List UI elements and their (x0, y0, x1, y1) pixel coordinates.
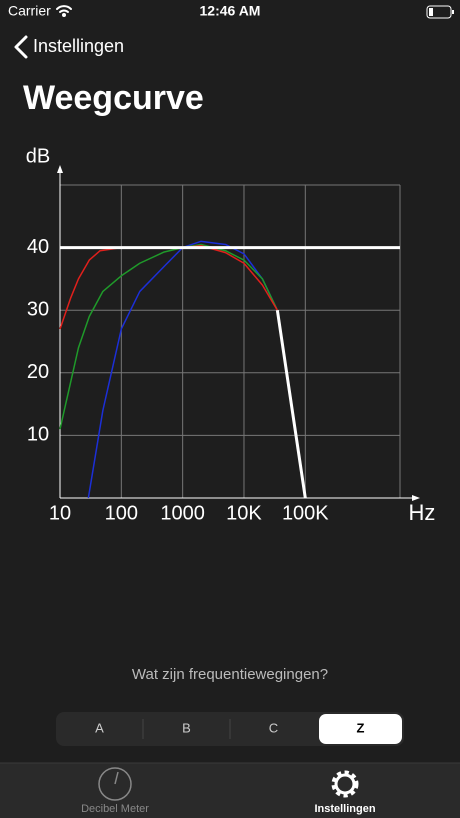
tab-label[interactable]: Instellingen (314, 803, 375, 815)
time: 12:46 AM (200, 3, 261, 19)
help-link[interactable]: Wat zijn frequentiewegingen? (132, 666, 328, 683)
battery-icon (426, 5, 454, 19)
x-axis-label: Hz (409, 500, 436, 525)
carrier: Carrier (8, 3, 51, 19)
x-tick-label: 100K (282, 502, 329, 524)
y-tick-label: 10 (27, 424, 49, 446)
tab-bar (0, 763, 460, 818)
x-axis-arrow (412, 495, 420, 501)
y-axis-arrow (57, 165, 63, 173)
wifi-icon (56, 5, 72, 17)
chart: 10 20 30 40 10 100 1000 10K 100K dB Hz (26, 145, 436, 525)
segment-label[interactable]: A (95, 720, 104, 735)
curve (59, 243, 279, 430)
x-tick-label: 100 (105, 502, 138, 524)
x-tick-label: 10 (49, 502, 71, 524)
x-tick-label: 10K (226, 502, 262, 524)
segment-selected[interactable] (319, 714, 402, 744)
meter-icon[interactable] (98, 767, 132, 801)
tab-labels: Decibel Meter Instellingen (81, 803, 376, 815)
curve (275, 309, 307, 499)
y-tick-label: 40 (27, 236, 49, 258)
tab-label[interactable]: Decibel Meter (81, 803, 149, 815)
y-tick-label: 30 (27, 298, 49, 320)
y-axis-label: dB (26, 145, 50, 167)
back-chevron[interactable] (14, 35, 28, 59)
y-tick-label: 20 (27, 361, 49, 383)
segment-label[interactable]: Z (357, 720, 365, 735)
page-title: Weegcurve (23, 79, 204, 117)
settings-icon[interactable] (331, 770, 359, 798)
segment-label[interactable]: C (269, 720, 278, 735)
segment-label[interactable]: B (182, 720, 191, 735)
x-tick-label: 1000 (160, 502, 205, 524)
back-button[interactable]: Instellingen (33, 36, 124, 56)
